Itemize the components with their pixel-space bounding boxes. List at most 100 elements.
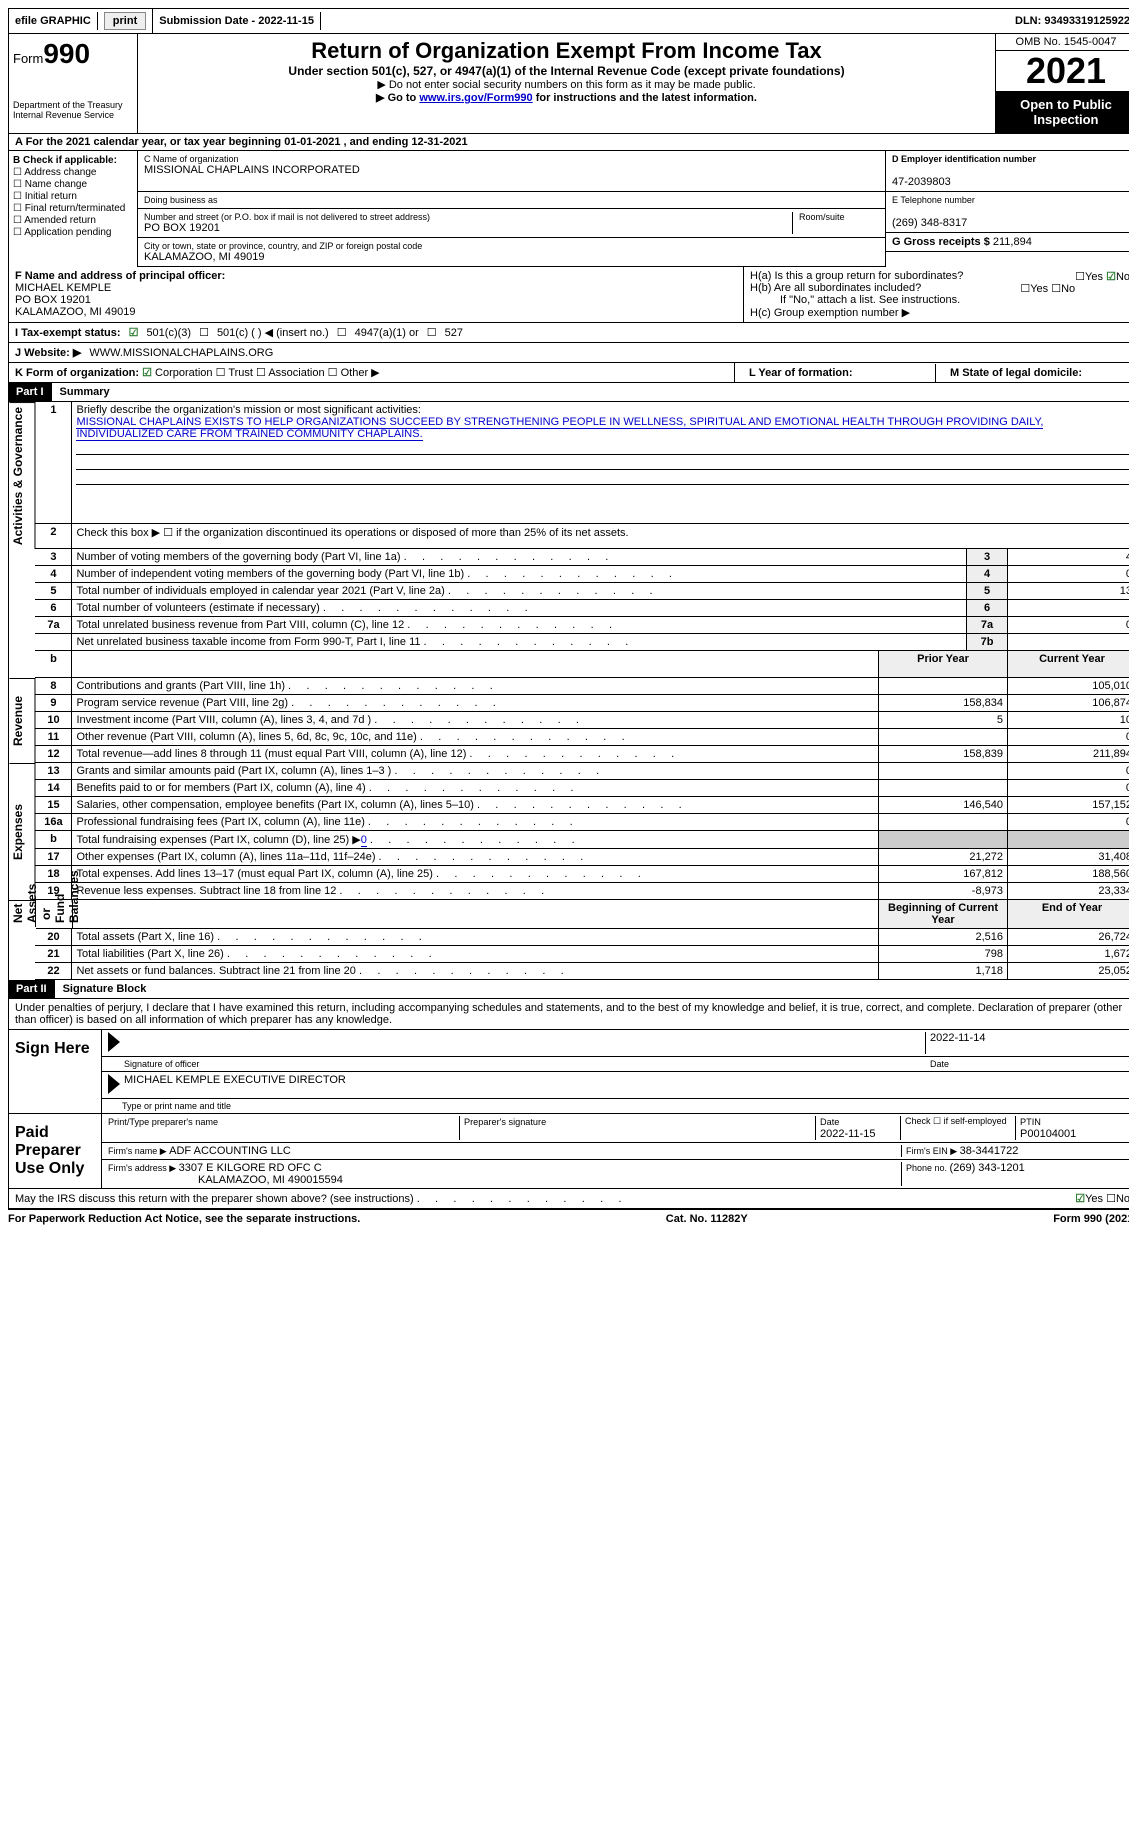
table-row: 21Total liabilities (Part X, line 26)798… <box>35 946 1129 963</box>
officer-name: MICHAEL KEMPLE <box>15 282 111 294</box>
open-inspection: Open to Public Inspection <box>996 91 1129 133</box>
room-label: Room/suite <box>799 212 879 222</box>
firm-addr2: KALAMAZOO, MI 490015594 <box>108 1174 343 1186</box>
print-button[interactable]: print <box>104 12 146 30</box>
firm-addr1: 3307 E KILGORE RD OFC C <box>179 1162 322 1174</box>
officer-label: F Name and address of principal officer: <box>15 270 225 282</box>
table-row: 7aTotal unrelated business revenue from … <box>35 617 1129 634</box>
gov-rows: 3Number of voting members of the governi… <box>8 549 1129 651</box>
efile-label: efile GRAPHIC <box>9 12 98 30</box>
paid-preparer-section: Paid Preparer Use Only Print/Type prepar… <box>8 1114 1129 1189</box>
chk-name-change[interactable]: ☐ Name change <box>13 179 133 190</box>
row-fh: F Name and address of principal officer:… <box>8 267 1129 323</box>
table-row: 18Total expenses. Add lines 13–17 (must … <box>35 866 1129 883</box>
chk-final-return[interactable]: ☐ Final return/terminated <box>13 203 133 214</box>
mission-label: Briefly describe the organization's miss… <box>76 404 420 416</box>
footer: For Paperwork Reduction Act Notice, see … <box>8 1209 1129 1225</box>
table-row: 15Salaries, other compensation, employee… <box>35 797 1129 814</box>
table-row: 22Net assets or fund balances. Subtract … <box>35 963 1129 980</box>
phone-label: E Telephone number <box>892 195 1129 205</box>
table-row: 4Number of independent voting members of… <box>35 566 1129 583</box>
tax-year: 2021 <box>996 51 1129 91</box>
city: KALAMAZOO, MI 49019 <box>144 251 264 263</box>
footer-mid: Cat. No. 11282Y <box>666 1213 748 1225</box>
table-row: 19Revenue less expenses. Subtract line 1… <box>35 883 1129 900</box>
mission-text: MISSIONAL CHAPLAINS EXISTS TO HELP ORGAN… <box>76 416 1043 441</box>
irs-link[interactable]: www.irs.gov/Form990 <box>419 92 532 104</box>
side-revenue: Revenue <box>9 678 35 763</box>
dln: DLN: 93493319125922 <box>1009 12 1129 30</box>
table-row: 12Total revenue—add lines 8 through 11 (… <box>35 746 1129 763</box>
firm-phone: (269) 343-1201 <box>950 1162 1025 1174</box>
ha-group-return: H(a) Is this a group return for subordin… <box>750 270 1129 282</box>
org-name: MISSIONAL CHAPLAINS INCORPORATED <box>144 164 360 176</box>
hb-note: If "No," attach a list. See instructions… <box>750 294 1129 306</box>
form-number: Form990 <box>13 38 133 70</box>
omb-number: OMB No. 1545-0047 <box>996 34 1129 51</box>
net-headers: Net Assets or Fund Balances Beginning of… <box>8 900 1129 929</box>
note-goto: ▶ Go to www.irs.gov/Form990 for instruct… <box>142 91 991 104</box>
ein-label: D Employer identification number <box>892 154 1036 164</box>
arrow-icon <box>108 1032 120 1052</box>
gross-receipts: 211,894 <box>993 236 1032 248</box>
table-row: 16aProfessional fundraising fees (Part I… <box>35 814 1129 831</box>
org-name-label: C Name of organization <box>144 154 879 164</box>
firm-name: ADF ACCOUNTING LLC <box>169 1145 291 1157</box>
table-row: 6Total number of volunteers (estimate if… <box>35 600 1129 617</box>
chk-app-pending[interactable]: ☐ Application pending <box>13 227 133 238</box>
prep-name-label: Print/Type preparer's name <box>108 1117 218 1127</box>
officer-printed: MICHAEL KEMPLE EXECUTIVE DIRECTOR <box>124 1074 346 1096</box>
beg-year-head: Beginning of Current Year <box>879 900 1008 929</box>
ptin-label: PTIN <box>1020 1117 1041 1127</box>
prior-year-head: Prior Year <box>879 651 1008 678</box>
state-domicile: M State of legal domicile: <box>950 367 1082 379</box>
arrow-icon <box>108 1074 120 1094</box>
table-row: 13Grants and similar amounts paid (Part … <box>35 763 1129 780</box>
row-j-website: J Website: ▶ WWW.MISSIONALCHAPLAINS.ORG <box>8 343 1129 363</box>
prep-sig-label: Preparer's signature <box>464 1117 546 1127</box>
year-formation: L Year of formation: <box>749 367 853 379</box>
section-bcd: B Check if applicable: ☐ Address change … <box>8 151 1129 267</box>
row-k-form-org: K Form of organization: ☑ Corporation ☐ … <box>8 363 1129 383</box>
row-a-period: A For the 2021 calendar year, or tax yea… <box>8 134 1129 151</box>
declaration: Under penalties of perjury, I declare th… <box>8 999 1129 1030</box>
officer-addr1: PO BOX 19201 <box>15 294 91 306</box>
chk-amended[interactable]: ☐ Amended return <box>13 215 133 226</box>
side-net: Net Assets or Fund Balances <box>9 900 36 927</box>
website: WWW.MISSIONALCHAPLAINS.ORG <box>89 347 273 359</box>
part1-revenue: Revenue 8Contributions and grants (Part … <box>8 678 1129 763</box>
street: PO BOX 19201 <box>144 222 220 234</box>
table-row: 3Number of voting members of the governi… <box>35 549 1129 566</box>
sign-here-section: Sign Here 2022-11-14 Signature of office… <box>8 1030 1129 1114</box>
sig-date: 2022-11-14 <box>925 1032 1129 1054</box>
type-name-label: Type or print name and title <box>102 1099 1129 1113</box>
irs-label: Internal Revenue Service <box>13 110 133 120</box>
part1-netassets: 20Total assets (Part X, line 16)2,51626,… <box>8 929 1129 980</box>
part2-header: Part II <box>8 980 55 999</box>
hc-exemption: H(c) Group exemption number ▶ <box>750 306 1129 319</box>
footer-right: Form 990 (2021) <box>1053 1213 1129 1225</box>
dba-label: Doing business as <box>144 195 879 205</box>
table-row: 10Investment income (Part VIII, column (… <box>35 712 1129 729</box>
table-row: 14Benefits paid to or for members (Part … <box>35 780 1129 797</box>
table-row: Net unrelated business taxable income fr… <box>35 634 1129 651</box>
table-row: 5Total number of individuals employed in… <box>35 583 1129 600</box>
street-label: Number and street (or P.O. box if mail i… <box>144 212 786 222</box>
gross-label: G Gross receipts $ <box>892 236 993 248</box>
self-employed: Check ☐ if self-employed <box>901 1116 1016 1140</box>
dept-treasury: Department of the Treasury <box>13 100 133 110</box>
table-row: 9Program service revenue (Part VIII, lin… <box>35 695 1129 712</box>
side-expenses: Expenses <box>9 763 35 900</box>
part1-expenses: Expenses 13Grants and similar amounts pa… <box>8 763 1129 900</box>
officer-addr2: KALAMAZOO, MI 49019 <box>15 306 135 318</box>
part1-governance: Activities & Governance 1 Briefly descri… <box>8 402 1129 549</box>
chk-initial-return[interactable]: ☐ Initial return <box>13 191 133 202</box>
ein: 47-2039803 <box>892 176 951 188</box>
end-year-head: End of Year <box>1008 900 1129 929</box>
ptin: P00104001 <box>1020 1128 1076 1140</box>
prep-date: 2022-11-15 <box>820 1128 875 1140</box>
chk-address-change[interactable]: ☐ Address change <box>13 167 133 178</box>
part2-title: Signature Block <box>55 980 1129 999</box>
form-subtitle: Under section 501(c), 527, or 4947(a)(1)… <box>142 64 991 78</box>
table-row: 17Other expenses (Part IX, column (A), l… <box>35 849 1129 866</box>
